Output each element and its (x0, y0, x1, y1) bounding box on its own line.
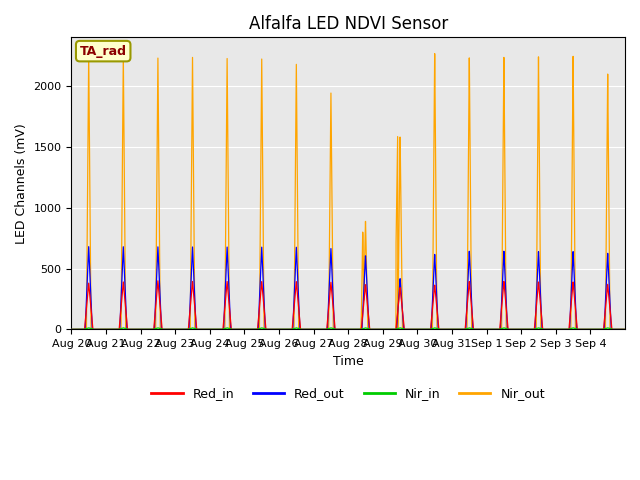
Y-axis label: LED Channels (mV): LED Channels (mV) (15, 123, 28, 244)
Title: Alfalfa LED NDVI Sensor: Alfalfa LED NDVI Sensor (248, 15, 448, 33)
Text: TA_rad: TA_rad (80, 45, 127, 58)
Legend: Red_in, Red_out, Nir_in, Nir_out: Red_in, Red_out, Nir_in, Nir_out (147, 382, 550, 405)
X-axis label: Time: Time (333, 355, 364, 368)
